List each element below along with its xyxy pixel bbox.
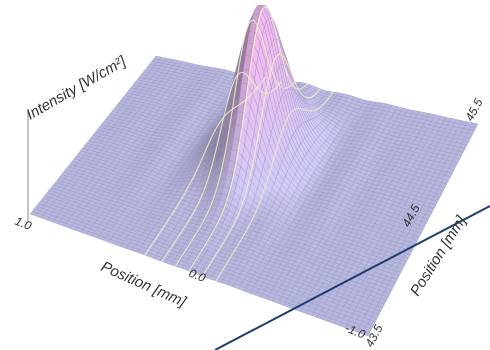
intensity-surface (29, 5, 479, 337)
y-tick-label: 45.5 (462, 96, 485, 123)
x-tick-label: 1.0 (13, 214, 34, 233)
